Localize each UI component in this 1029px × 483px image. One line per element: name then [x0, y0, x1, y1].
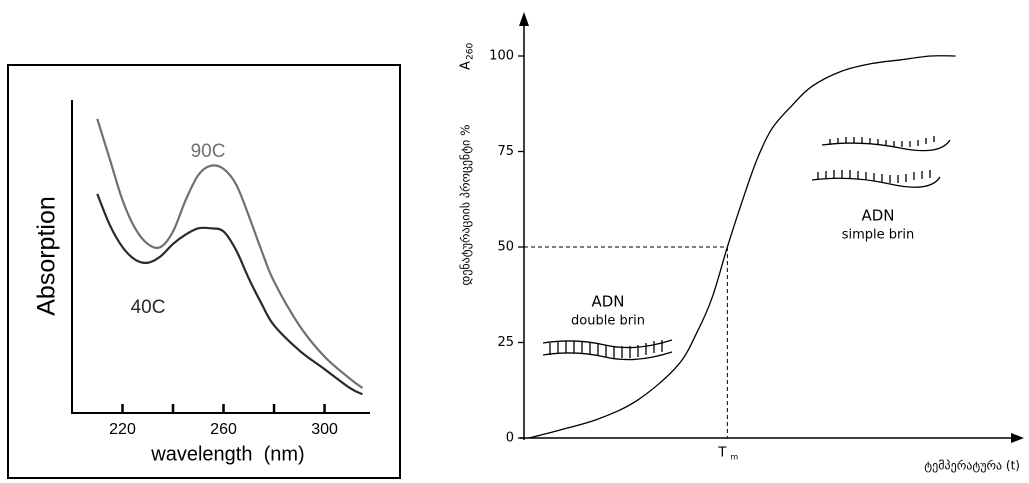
right-x-label: ტემპერატურა (t) [924, 459, 1020, 473]
single-strands [811, 136, 951, 188]
a260-label: A 260 [459, 43, 476, 70]
x-tick-label: 260 [210, 421, 237, 438]
series-line [528, 55, 956, 439]
annotation-text: simple brin [842, 228, 915, 243]
double-strand [542, 339, 673, 361]
y-tick-label: 0 [506, 431, 514, 446]
y-tick-label: 50 [497, 240, 514, 255]
tm-sub: m [730, 453, 738, 462]
annotation-title: ADN [591, 293, 624, 311]
right-y-label: დენატურაციის პროცენტი % [459, 125, 473, 286]
series-line [96, 118, 364, 389]
annotation-text: double brin [571, 314, 645, 329]
a-sub: 260 [466, 43, 476, 60]
tm-label: T [717, 446, 726, 461]
annotation-title: ADN [861, 207, 894, 225]
y-tick-label: 25 [497, 335, 514, 350]
series-label: 90C [191, 141, 226, 162]
x-arrow [1011, 433, 1024, 443]
left-y-label: Absorption [33, 196, 61, 316]
x-tick-label: 300 [311, 421, 338, 438]
left-axes [71, 100, 370, 414]
series-label: 40C [131, 297, 166, 318]
a-symbol: A [459, 61, 474, 70]
series-line [96, 193, 363, 396]
left-x-label: wavelength (nm) [150, 443, 304, 465]
y-tick-label: 75 [497, 144, 514, 159]
y-arrow [519, 12, 529, 26]
x-tick-label: 220 [109, 421, 136, 438]
y-tick-label: 100 [489, 49, 514, 64]
left-frame [7, 64, 401, 479]
